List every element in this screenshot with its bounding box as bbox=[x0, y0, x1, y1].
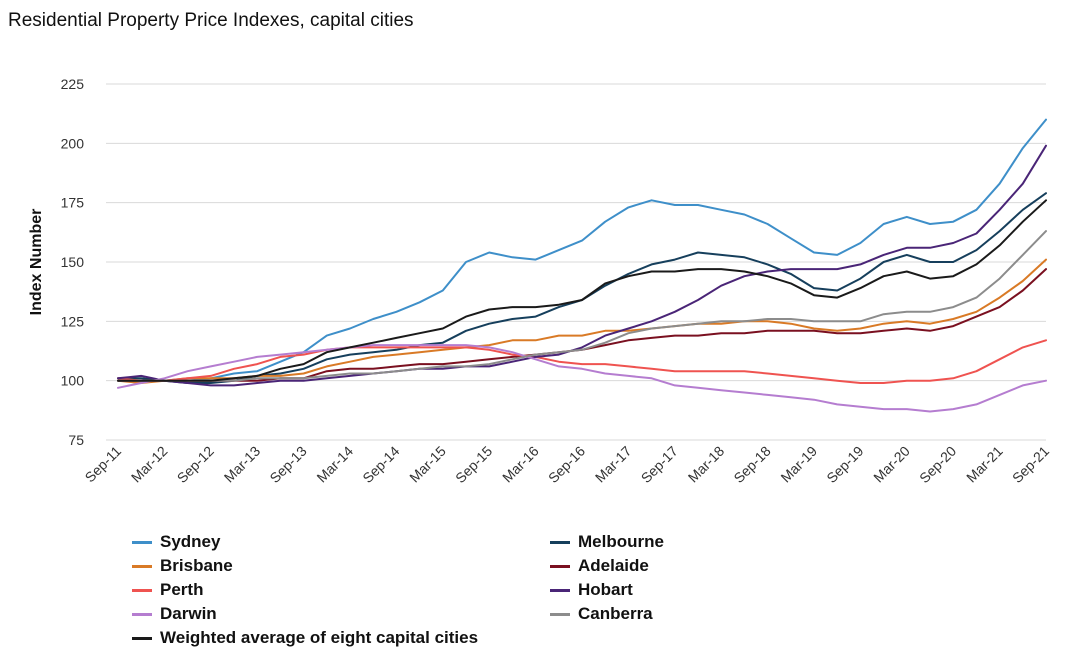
legend-swatch bbox=[132, 636, 152, 640]
x-tick-label: Mar-16 bbox=[499, 443, 542, 486]
x-tick-label: Sep-17 bbox=[638, 443, 681, 486]
series-line-hobart bbox=[117, 144, 1047, 387]
legend-label: Sydney bbox=[160, 532, 221, 551]
gridlines bbox=[106, 83, 1046, 441]
y-axis-label: Index Number bbox=[28, 209, 45, 316]
x-tick-label: Mar-21 bbox=[963, 443, 1006, 486]
x-tick-label: Sep-11 bbox=[82, 443, 125, 486]
series-line-sydney bbox=[117, 118, 1047, 382]
x-tick-label: Sep-14 bbox=[359, 443, 402, 486]
series-line-perth bbox=[117, 339, 1047, 384]
series-line-darwin bbox=[117, 344, 1047, 413]
legend-swatch bbox=[132, 540, 152, 544]
x-axis-ticks: Sep-11 Mar-12 Sep-12 Mar-13 Sep-13 Mar-14 Sep-… bbox=[82, 443, 1053, 486]
y-tick-label: 225 bbox=[61, 76, 85, 92]
x-tick-label: Sep-21 bbox=[1009, 443, 1052, 486]
x-tick-label: Mar-18 bbox=[685, 443, 728, 486]
legend-label: Adelaide bbox=[578, 556, 649, 575]
series-line-canberra bbox=[117, 230, 1047, 382]
x-tick-label: Sep-15 bbox=[452, 443, 495, 486]
legend-label: Weighted average of eight capital cities bbox=[160, 628, 479, 647]
x-tick-label: Mar-13 bbox=[221, 443, 264, 486]
x-tick-label: Sep-19 bbox=[823, 443, 866, 486]
legend-item: Perth bbox=[132, 580, 203, 600]
legend-swatch bbox=[550, 588, 570, 592]
x-tick-label: Sep-18 bbox=[730, 443, 773, 486]
legend-item: Darwin bbox=[132, 604, 217, 624]
y-tick-label: 125 bbox=[61, 313, 85, 329]
x-tick-label: Sep-16 bbox=[545, 443, 588, 486]
legend-label: Melbourne bbox=[578, 532, 664, 551]
series-lines bbox=[117, 118, 1047, 413]
series-line-brisbane bbox=[117, 258, 1047, 384]
legend-label: Brisbane bbox=[160, 556, 233, 575]
y-tick-label: 75 bbox=[68, 432, 84, 448]
x-tick-label: Mar-15 bbox=[406, 443, 449, 486]
legend-swatch bbox=[132, 588, 152, 592]
x-tick-label: Mar-17 bbox=[592, 443, 635, 486]
legend-swatch bbox=[550, 540, 570, 544]
x-tick-label: Mar-20 bbox=[870, 443, 913, 486]
legend-item: Weighted average of eight capital cities bbox=[132, 628, 478, 648]
y-tick-label: 100 bbox=[61, 373, 85, 389]
x-tick-label: Sep-13 bbox=[266, 443, 309, 486]
legend-swatch bbox=[132, 612, 152, 616]
legend-label: Canberra bbox=[578, 604, 653, 623]
legend-item: Canberra bbox=[550, 604, 653, 624]
x-tick-label: Sep-12 bbox=[174, 443, 217, 486]
series-line-melbourne bbox=[117, 192, 1047, 384]
legend-label: Perth bbox=[160, 580, 204, 599]
legend-item: Melbourne bbox=[550, 532, 664, 552]
x-tick-label: Sep-20 bbox=[916, 443, 959, 486]
y-axis-ticks: 75 100 125 150 175 200 225 bbox=[61, 76, 85, 448]
legend-swatch bbox=[132, 564, 152, 568]
x-tick-label: Mar-12 bbox=[128, 443, 171, 486]
legend-label: Hobart bbox=[578, 580, 633, 599]
x-tick-label: Mar-19 bbox=[777, 443, 820, 486]
legend-swatch bbox=[550, 612, 570, 616]
y-tick-label: 150 bbox=[61, 254, 85, 270]
series-line-weighted-average-of-eight-capital-cities bbox=[117, 199, 1047, 382]
y-tick-label: 175 bbox=[61, 195, 85, 211]
x-tick-label: Mar-14 bbox=[313, 443, 356, 486]
legend-item: Adelaide bbox=[550, 556, 649, 576]
chart-title: Residential Property Price Indexes, capi… bbox=[8, 10, 414, 31]
legend-item: Hobart bbox=[550, 580, 633, 600]
legend-swatch bbox=[550, 564, 570, 568]
legend-label: Darwin bbox=[160, 604, 217, 623]
legend-item: Brisbane bbox=[132, 556, 233, 576]
y-tick-label: 200 bbox=[61, 135, 85, 151]
legend-item: Sydney bbox=[132, 532, 220, 552]
